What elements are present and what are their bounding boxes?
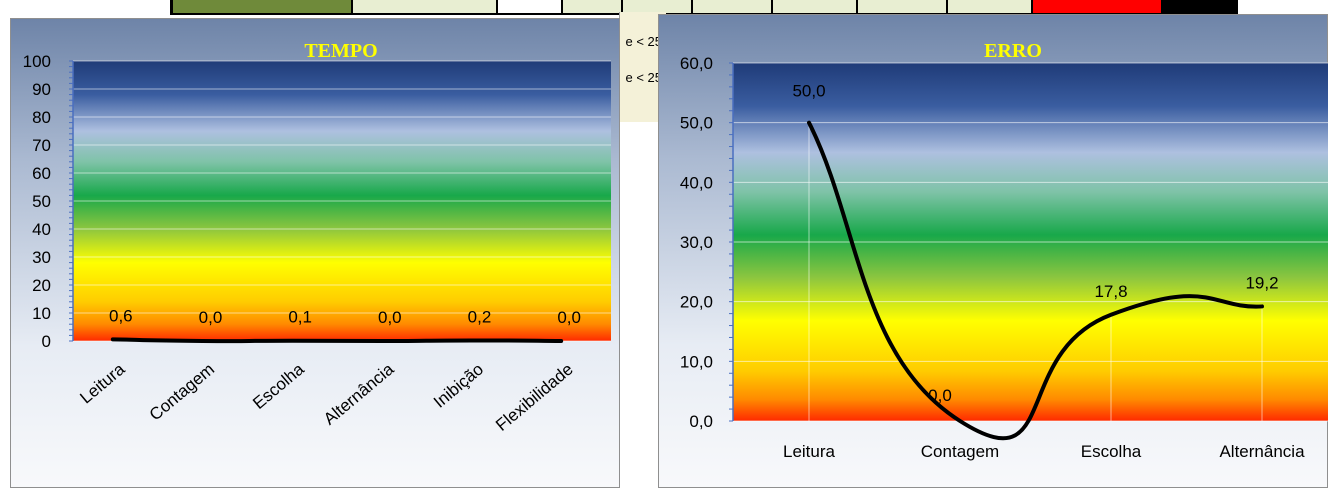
data-label: 50,0	[792, 82, 825, 101]
data-point	[559, 339, 563, 343]
x-tick-label: Alternância	[1219, 442, 1305, 461]
data-point	[958, 419, 962, 423]
y-tick-label: 90	[32, 80, 51, 99]
x-tick-label: Escolha	[1081, 442, 1142, 461]
spreadsheet-cell	[172, 0, 351, 13]
erro-chart: 0,0 10,0 20,0 30,0 40,0 50,0 60,0 ERRO 50,0 0,0 17…	[658, 14, 1328, 488]
data-point	[1109, 313, 1113, 317]
tempo-chart-svg: 0 10 20 30 40 50 60 70 80 90 100 TEMPO 0,6 0,0 0,1 0,0 0…	[23, 40, 611, 435]
spreadsheet-row-strip	[170, 0, 1238, 15]
y-tick-label: 50,0	[680, 114, 713, 133]
y-tick-label: 0,0	[689, 412, 713, 431]
data-label: 0,0	[199, 308, 223, 327]
y-tick-label: 10,0	[680, 352, 713, 371]
data-label: 0,2	[468, 307, 492, 326]
data-label: 17,8	[1094, 282, 1127, 301]
y-tick-label: 40,0	[680, 173, 713, 192]
y-tick-label: 10	[32, 304, 51, 323]
y-tick-label: 30,0	[680, 233, 713, 252]
y-tick-label: 50	[32, 192, 51, 211]
data-label: 0,0	[378, 308, 402, 327]
y-tick-label: 20,0	[680, 293, 713, 312]
spreadsheet-cell	[562, 0, 621, 13]
erro-chart-svg: 0,0 10,0 20,0 30,0 40,0 50,0 60,0 ERRO 50,0 0,0 17…	[680, 40, 1328, 461]
chart-title: ERRO	[984, 40, 1042, 62]
x-tick-label: Leitura	[783, 442, 836, 461]
spreadsheet-cell	[352, 0, 496, 13]
y-tick-label: 80	[32, 108, 51, 127]
spreadsheet-cell	[857, 0, 946, 13]
y-tick-label: 20	[32, 276, 51, 295]
y-tick-label: 30	[32, 248, 51, 267]
spreadsheet-cell	[772, 0, 856, 13]
spreadsheet-cell	[622, 0, 691, 13]
y-tick-label: 0	[42, 332, 51, 351]
x-tick-label: Contagem	[921, 442, 999, 461]
y-tick-label: 70	[32, 136, 51, 155]
data-label: 0,0	[928, 386, 952, 405]
series-line	[807, 120, 1264, 441]
x-tick-label: Escolha	[249, 359, 308, 413]
side-cell-label: e < 25	[625, 70, 662, 85]
spreadsheet-cell	[692, 0, 771, 13]
data-point	[290, 339, 294, 343]
data-point	[807, 121, 811, 125]
x-tick-label: Alternância	[320, 359, 398, 429]
spreadsheet-cell	[1032, 0, 1161, 13]
data-point	[201, 339, 204, 343]
y-tick-label: 60	[32, 164, 51, 183]
series-line	[110, 337, 564, 344]
data-point	[470, 338, 473, 342]
data-label: 19,2	[1245, 273, 1278, 292]
data-label: 0,1	[288, 308, 312, 327]
x-tick-label: Leitura	[76, 359, 128, 407]
data-point	[380, 339, 384, 343]
x-tick-label: Flexibilidade	[492, 360, 577, 435]
data-label: 0,6	[109, 306, 133, 325]
tempo-chart: 0 10 20 30 40 50 60 70 80 90 100 TEMPO 0,6 0,0 0,1 0,0 0…	[10, 18, 620, 488]
data-point	[111, 337, 115, 341]
spreadsheet-cell	[947, 0, 1031, 13]
y-tick-label: 40	[32, 220, 51, 239]
y-tick-label: 60,0	[680, 54, 713, 73]
data-point	[1260, 304, 1264, 308]
x-tick-label: Inibição	[430, 360, 487, 412]
y-tick-label: 100	[23, 52, 51, 71]
side-cell-label: e < 25	[625, 34, 662, 49]
spreadsheet-cell	[497, 0, 561, 13]
data-label: 0,0	[557, 308, 581, 327]
chart-title: TEMPO	[304, 40, 377, 62]
x-tick-label: Contagem	[146, 360, 218, 425]
